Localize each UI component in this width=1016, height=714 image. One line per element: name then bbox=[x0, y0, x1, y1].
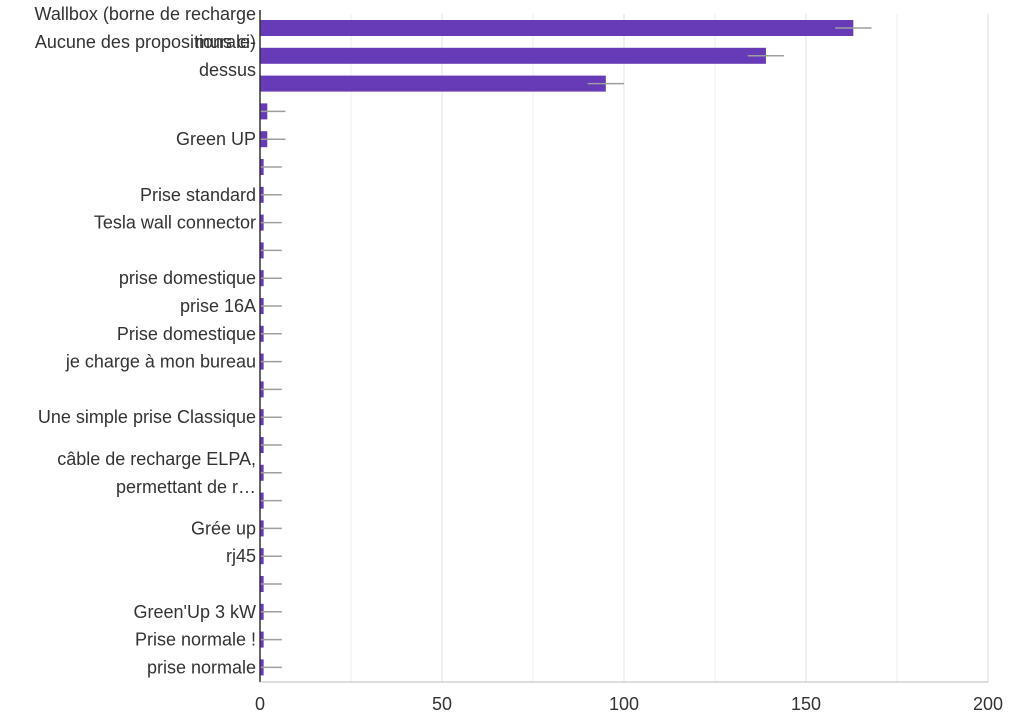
bars bbox=[260, 20, 854, 676]
x-tick-label: 150 bbox=[791, 694, 821, 714]
error-bars bbox=[260, 27, 872, 669]
category-labels: Wallbox (borne de recharge murale)Aucune … bbox=[35, 4, 256, 677]
category-label: Prise domestique bbox=[117, 324, 256, 344]
x-tick-label: 100 bbox=[609, 694, 639, 714]
category-label: rj45 bbox=[226, 546, 256, 566]
x-tick-labels: 0 50 100 150 200 bbox=[255, 694, 1003, 714]
category-label: permettant de r… bbox=[116, 477, 256, 497]
category-label: Green UP bbox=[176, 129, 256, 149]
bar bbox=[260, 47, 766, 64]
x-tick-label: 50 bbox=[432, 694, 452, 714]
category-label: prise domestique bbox=[119, 268, 256, 288]
category-label: Tesla wall connector bbox=[94, 213, 256, 233]
category-label: câble de recharge ELPA, bbox=[57, 449, 256, 469]
category-label: Aucune des propositions ci- bbox=[35, 32, 256, 52]
category-label: dessus bbox=[199, 60, 256, 80]
category-label: Green'Up 3 kW bbox=[134, 602, 256, 622]
category-label: Wallbox (borne de recharge bbox=[35, 4, 256, 24]
category-label: prise normale bbox=[147, 657, 256, 677]
x-tick-label: 0 bbox=[255, 694, 265, 714]
category-label: murale) bbox=[195, 32, 256, 52]
category-label: je charge à mon bureau bbox=[65, 352, 256, 372]
axes bbox=[259, 10, 988, 683]
category-label: Prise standard bbox=[140, 185, 256, 205]
bar bbox=[260, 20, 854, 36]
category-label: Prise normale ! bbox=[135, 630, 256, 650]
category-label: prise 16A bbox=[180, 296, 256, 316]
category-label: Une simple prise Classique bbox=[38, 407, 256, 427]
x-tick-label: 200 bbox=[973, 694, 1003, 714]
gridlines bbox=[350, 14, 989, 682]
category-label: Grée up bbox=[191, 518, 256, 538]
bar bbox=[260, 75, 606, 92]
